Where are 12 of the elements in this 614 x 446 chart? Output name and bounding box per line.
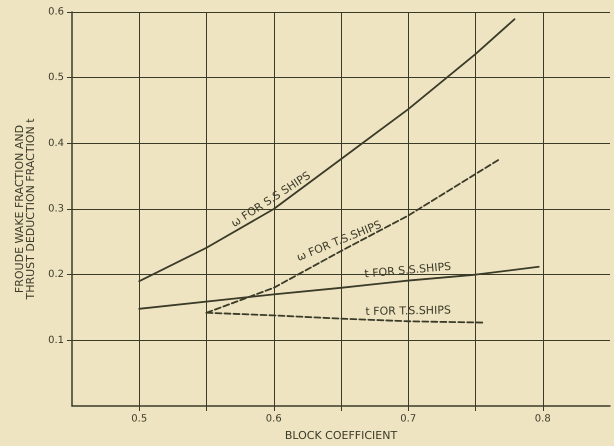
x-tick-label: 0.7 — [400, 414, 416, 424]
y-axis-title: FROUDE WAKE FRACTION AND THRUST DEDUCTION FRACTION t — [13, 118, 37, 301]
y-tick-label: 0.1 — [48, 334, 64, 346]
x-tick-label: 0.8 — [534, 414, 551, 424]
x-axis-title: BLOCK COEFFICIENT — [284, 429, 398, 442]
y-tick-label: 0.3 — [48, 204, 64, 214]
y-tick-label: 0.5 — [48, 72, 64, 84]
y-tick-label: 0.4 — [48, 138, 64, 149]
y-tick-label: 0.2 — [48, 269, 64, 280]
x-tick-label: 0.5 — [131, 414, 148, 424]
y-tick-label: 0.6 — [48, 6, 64, 18]
x-tick-label: 0.6 — [266, 414, 282, 424]
